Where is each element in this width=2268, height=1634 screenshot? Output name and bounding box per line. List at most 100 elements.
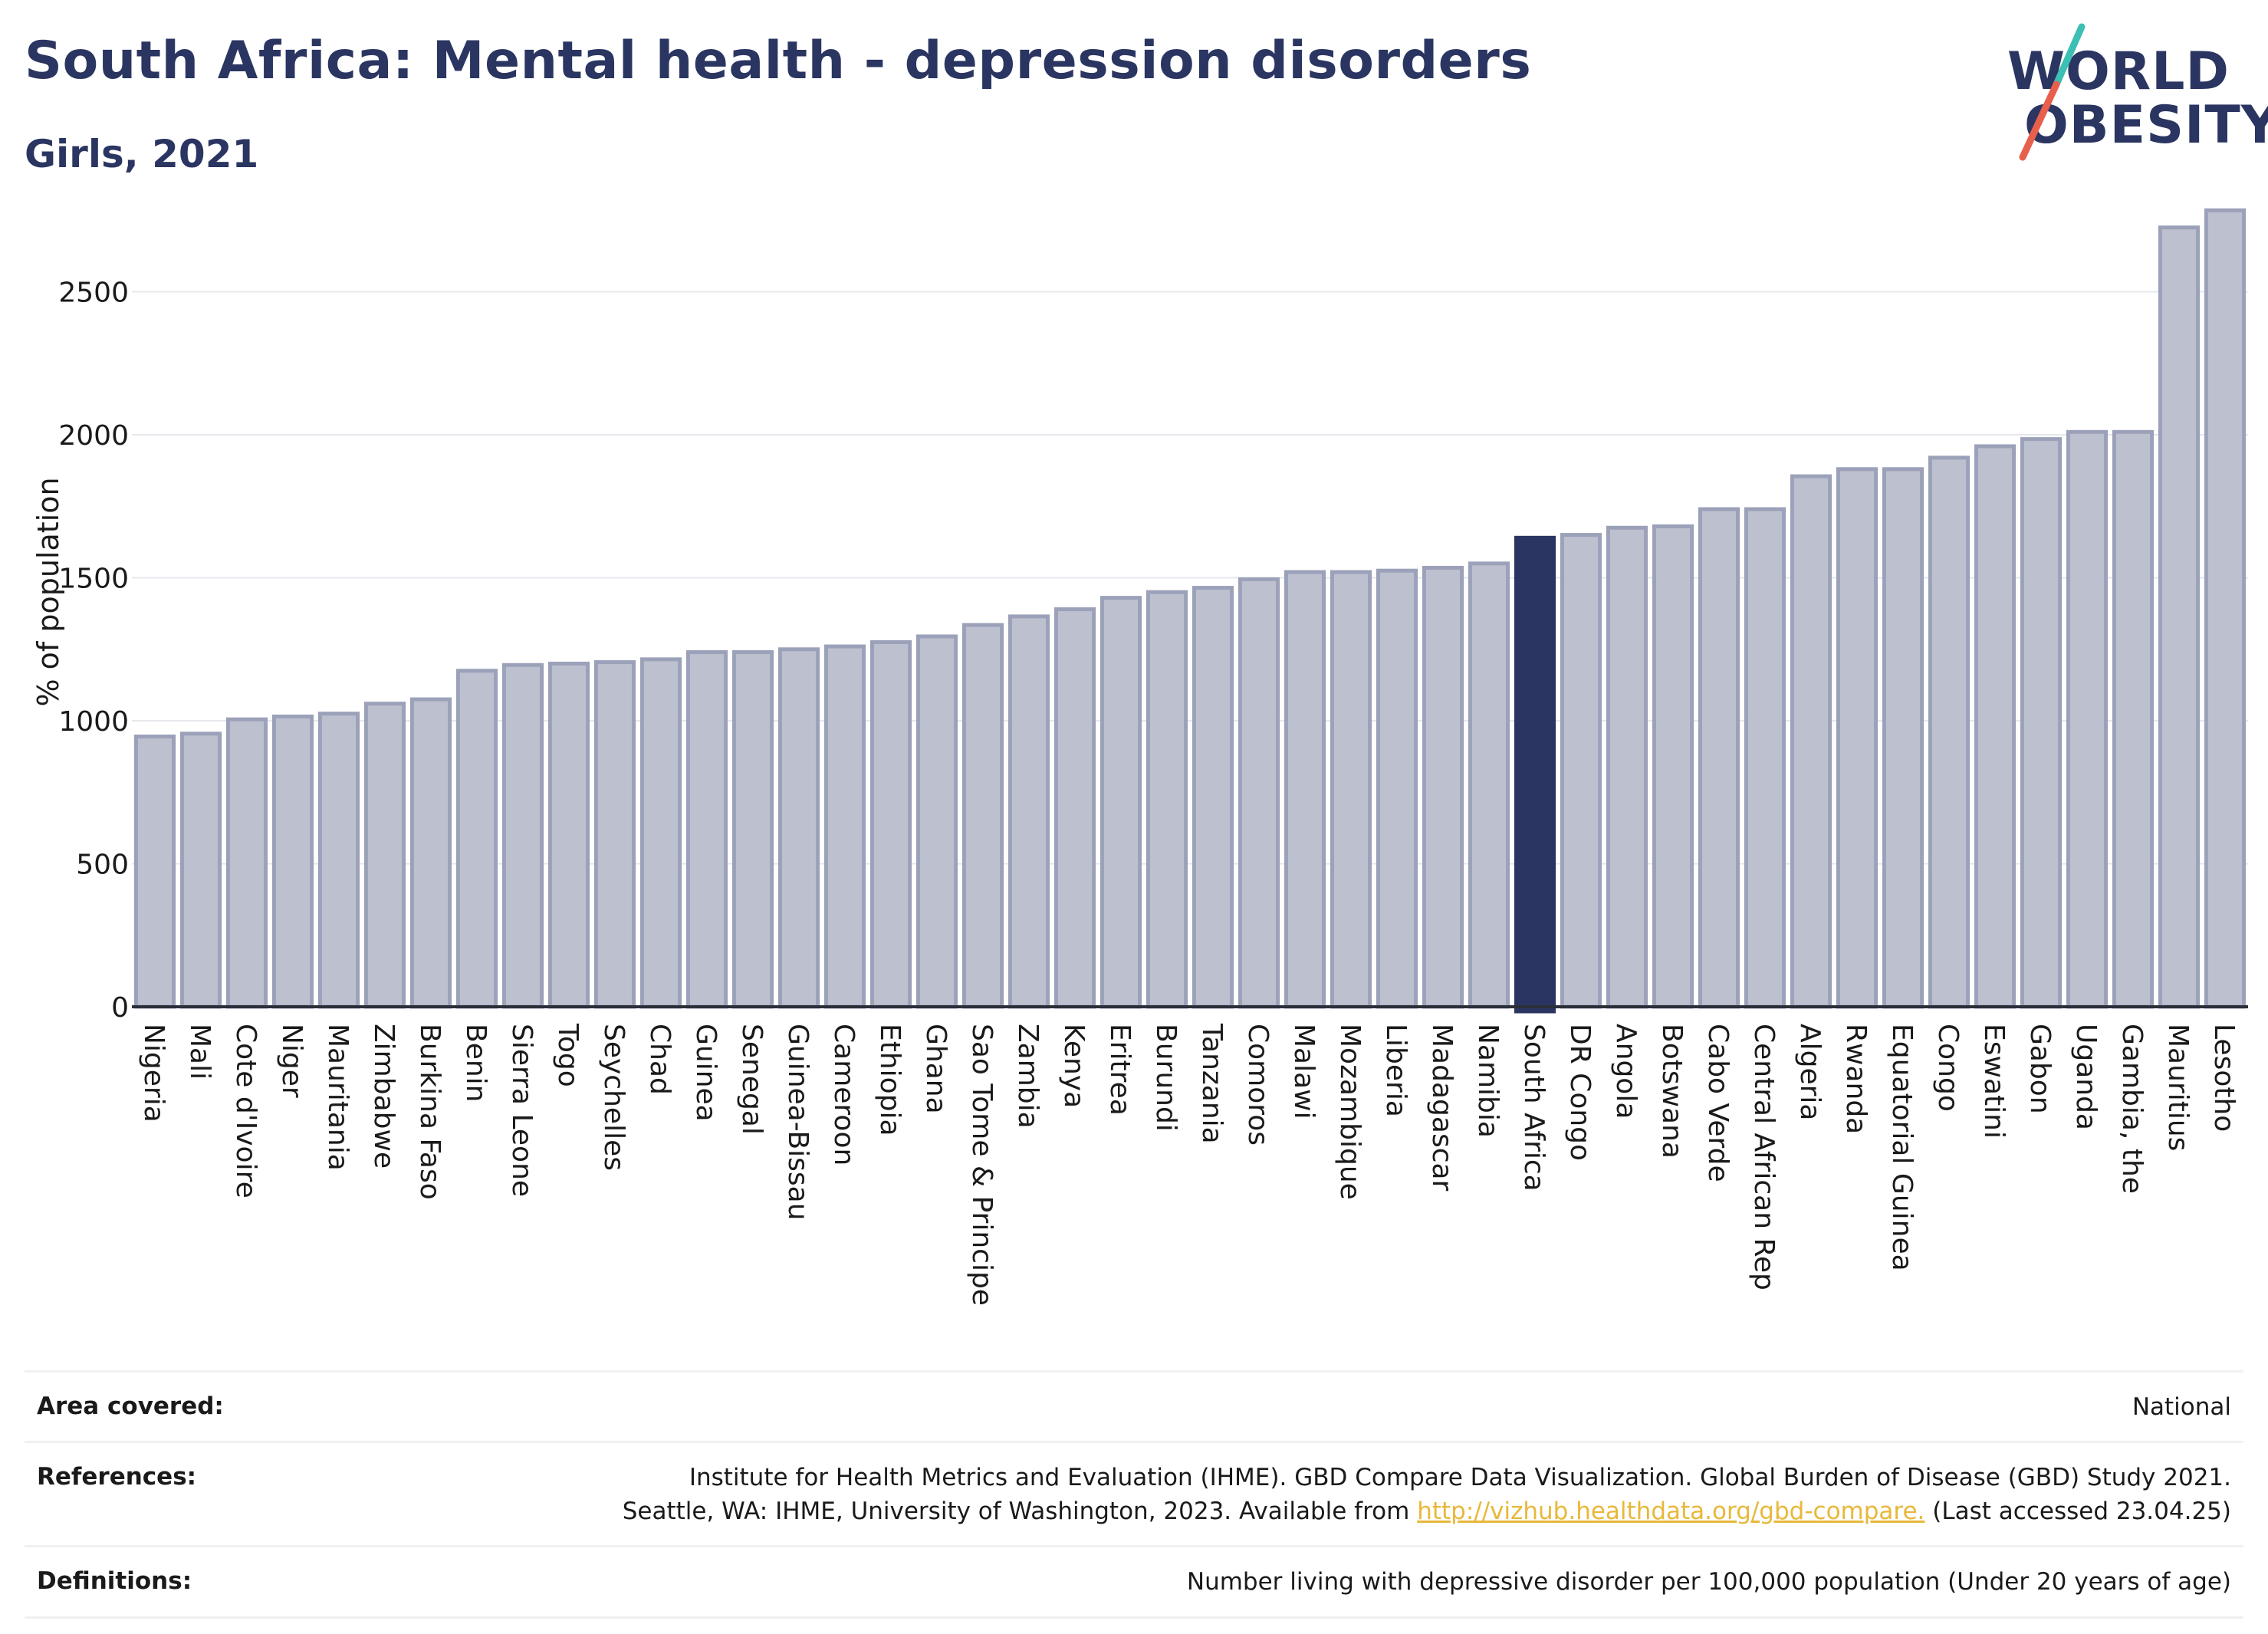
x-tick-label: Algeria <box>1794 1024 1826 1121</box>
area-covered-value: National <box>2132 1393 2231 1421</box>
bar <box>1284 570 1326 1009</box>
footer-row-references: References: Institute for Health Metrics… <box>25 1441 2243 1545</box>
x-tick-label: Cameroon <box>828 1024 860 1165</box>
x-tick-label: Cabo Verde <box>1702 1024 1734 1182</box>
bar <box>1744 507 1786 1009</box>
bar <box>2204 208 2247 1009</box>
x-tick-label: Mauritius <box>2162 1024 2194 1151</box>
bar <box>225 717 268 1009</box>
references-line-2-post: (Last accessed 23.04.25) <box>1925 1497 2231 1525</box>
bar <box>685 650 728 1009</box>
bar <box>2020 437 2063 1009</box>
x-tick-label: Nigeria <box>138 1024 169 1123</box>
x-tick-label: Sao Tome & Principe <box>966 1024 998 1306</box>
x-tick-label: South Africa <box>1518 1024 1550 1192</box>
x-tick-label: Uganda <box>2070 1024 2102 1130</box>
bar <box>1974 444 2017 1009</box>
x-tick-label: Namibia <box>1472 1024 1504 1138</box>
x-tick-label: Guinea <box>690 1024 721 1122</box>
x-tick-label: Senegal <box>736 1024 768 1135</box>
x-tick-label: Eswatini <box>1978 1024 2010 1139</box>
bar <box>2112 429 2155 1009</box>
y-tick-labels: 0 500 1000 1500 2000 2500 <box>58 278 129 1024</box>
bar <box>271 714 314 1009</box>
page-title: South Africa: Mental health - depression… <box>25 31 1532 91</box>
x-tick-label: Rwanda <box>1840 1024 1872 1134</box>
x-tick-label: Cote d'Ivoire <box>230 1024 261 1198</box>
x-tick-label: Tanzania <box>1196 1023 1228 1144</box>
bar <box>317 712 360 1009</box>
x-tick-label: Gabon <box>2024 1024 2056 1114</box>
x-tick-label: Kenya <box>1058 1024 1090 1108</box>
references-label: References: <box>37 1463 197 1491</box>
bar <box>731 650 774 1009</box>
bar <box>1652 524 1694 1009</box>
logo-line-2: OBESITY <box>2024 95 2268 156</box>
x-tick-label: Burundi <box>1150 1024 1182 1132</box>
bar <box>547 661 590 1009</box>
bar <box>1882 467 1925 1009</box>
bar <box>1192 586 1234 1009</box>
bar <box>639 657 682 1009</box>
bar <box>1698 507 1740 1009</box>
x-tick-label: Togo <box>552 1023 583 1087</box>
footer-row-definitions: Definitions: Number living with depressi… <box>25 1545 2243 1619</box>
bar <box>777 647 820 1009</box>
bar <box>1928 455 1971 1009</box>
bar <box>869 639 912 1009</box>
x-tick-label: Benin <box>460 1024 491 1102</box>
x-tick-label: Mali <box>184 1024 215 1080</box>
bar <box>1007 614 1050 1009</box>
logo-slash-icon <box>2019 23 2086 161</box>
references-line-2-pre: Seattle, WA: IHME, University of Washing… <box>622 1497 1418 1525</box>
bar <box>455 669 498 1009</box>
x-tick-label: Comoros <box>1242 1024 1274 1146</box>
x-tick-label: Gambia, the <box>2116 1024 2148 1194</box>
bar <box>915 634 958 1009</box>
x-tick-label: Liberia <box>1380 1024 1412 1117</box>
x-tick-label: Equatorial Guinea <box>1886 1024 1918 1271</box>
bar <box>1514 535 1556 1014</box>
y-axis-label: % of population <box>31 477 65 706</box>
references-link[interactable]: http://vizhub.healthdata.org/gbd-compare… <box>1417 1497 1925 1525</box>
bar <box>133 735 176 1009</box>
logo-line-1: WORLD <box>2007 41 2230 102</box>
bar <box>409 697 452 1009</box>
bar <box>823 644 866 1009</box>
bar <box>1238 577 1280 1009</box>
world-obesity-logo: WORLD OBESITY <box>1994 23 2268 169</box>
footer-table: Area covered: National References: Insti… <box>25 1370 2243 1619</box>
bar <box>1422 565 1464 1009</box>
bar <box>1606 525 1648 1009</box>
x-tick-label: Niger <box>276 1024 307 1098</box>
footer-row-area: Area covered: National <box>25 1370 2243 1441</box>
y-tick-label: 1000 <box>58 706 129 738</box>
y-tick-label: 2500 <box>58 278 129 309</box>
definitions-label: Definitions: <box>37 1567 192 1596</box>
x-tick-label: DR Congo <box>1564 1024 1596 1161</box>
x-tick-label: Ghana <box>920 1024 952 1114</box>
area-covered-label: Area covered: <box>37 1392 224 1420</box>
bar <box>1053 607 1096 1009</box>
bar <box>1099 596 1142 1009</box>
definitions-value: Number living with depressive disorder p… <box>1186 1568 2231 1596</box>
x-tick-label: Central African Rep <box>1748 1024 1780 1290</box>
x-tick-label: Botswana <box>1656 1024 1688 1159</box>
x-tick-labels: Nigeria Mali Cote d'Ivoire Niger Mauritania Z… <box>138 1023 2240 1306</box>
y-tick-label: 1500 <box>58 564 129 595</box>
bar <box>1376 568 1418 1009</box>
x-tick-label: Seychelles <box>598 1024 629 1171</box>
x-tick-label: Sierra Leone <box>506 1024 537 1197</box>
x-tick-label: Guinea-Bissau <box>782 1024 814 1221</box>
bar <box>2158 225 2201 1009</box>
y-tick-label: 2000 <box>58 420 129 452</box>
bar <box>593 660 636 1009</box>
bar <box>1330 570 1372 1009</box>
x-tick-label: Angola <box>1610 1024 1642 1119</box>
bar <box>179 732 222 1009</box>
y-tick-label: 0 <box>111 992 129 1024</box>
bar <box>501 662 544 1009</box>
bar <box>1560 533 1602 1009</box>
x-tick-label: Madagascar <box>1426 1024 1458 1192</box>
x-tick-label: Zambia <box>1012 1024 1044 1129</box>
